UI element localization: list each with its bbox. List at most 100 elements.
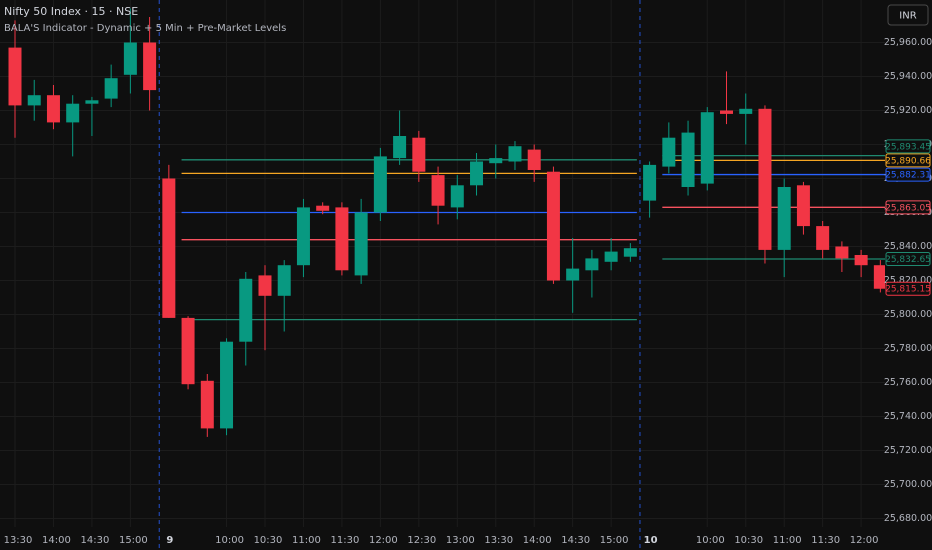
candle-body: [431, 175, 445, 206]
price-label-box: [885, 251, 931, 266]
candle-body: [508, 146, 522, 162]
x-tick-label: 10:00: [215, 535, 244, 546]
price-label: 25,893.45: [885, 142, 931, 152]
y-tick-label: 25,920.00: [884, 105, 932, 116]
price-label-box: [885, 281, 931, 296]
indicator-name: BALA'S Indicator - Dynamic + 5 Min + Pre…: [4, 23, 286, 34]
candle-body: [739, 108, 753, 114]
candle-body: [700, 112, 714, 184]
x-tick-label: 10:30: [254, 535, 283, 546]
candle-body: [27, 95, 41, 106]
candle-body: [220, 341, 234, 429]
x-tick-label: 11:00: [292, 535, 321, 546]
candle-body: [296, 207, 310, 266]
candle-body: [489, 158, 503, 164]
candle-body: [527, 149, 541, 170]
plot-area: [8, 8, 885, 437]
candle-body: [873, 265, 885, 289]
candle-body: [662, 137, 676, 167]
x-tick-label: 12:00: [850, 535, 879, 546]
candle-body: [796, 185, 810, 227]
candle-body: [566, 268, 580, 281]
price-label-box: [885, 167, 931, 182]
candle-body: [8, 47, 22, 106]
price-label: 25,863.05: [885, 203, 931, 213]
y-tick-label: 25,840.00: [884, 241, 932, 252]
candle-body: [681, 132, 695, 187]
candle-body: [277, 265, 291, 296]
candle-body: [470, 161, 484, 186]
candle-body: [816, 226, 830, 250]
candle-body: [835, 246, 849, 259]
price-label-box: [885, 139, 931, 154]
candle-body: [373, 156, 387, 213]
y-tick-label: 25,800.00: [884, 309, 932, 320]
x-tick-label: 9: [166, 535, 173, 546]
y-tick-label: 25,820.00: [884, 275, 932, 286]
y-tick-label: 25,760.00: [884, 377, 932, 388]
x-tick-label: 14:30: [81, 535, 110, 546]
candle-body: [46, 95, 60, 123]
candle-body: [200, 380, 214, 429]
price-label: 25,832.65: [885, 255, 931, 265]
y-tick-label: 25,740.00: [884, 411, 932, 422]
x-tick-label: 12:00: [369, 535, 398, 546]
axes: 25,680.00 25,700.00 25,720.00 25,740.00 25,7…: [4, 37, 932, 546]
candle-body: [643, 164, 657, 201]
y-tick-label: 25,960.00: [884, 37, 932, 48]
x-tick-label: 14:30: [561, 535, 590, 546]
candle-body: [162, 178, 176, 318]
x-tick-label: 13:30: [484, 535, 513, 546]
price-label: 25,815.15: [885, 285, 931, 295]
candle-body: [393, 136, 407, 159]
x-tick-label: 11:30: [811, 535, 840, 546]
grid: [0, 0, 885, 550]
candle-body: [854, 255, 868, 266]
candle-body: [720, 110, 734, 114]
candle-body: [143, 42, 157, 91]
candle-body: [546, 171, 560, 281]
candle-body: [585, 258, 599, 271]
x-tick-label: 12:30: [407, 535, 436, 546]
candle-body: [623, 248, 637, 257]
candle-body: [758, 108, 772, 250]
x-tick-label: 13:00: [446, 535, 475, 546]
y-tick-label: 25,720.00: [884, 445, 932, 456]
x-tick-label: 14:00: [523, 535, 552, 546]
candle-body: [239, 278, 253, 342]
currency-label[interactable]: INR: [899, 11, 916, 22]
price-label: 25,890.66: [885, 156, 931, 166]
candle-body: [777, 187, 791, 250]
price-label-box: [885, 200, 931, 215]
candle-body: [354, 212, 368, 276]
x-tick-label: 11:30: [330, 535, 359, 546]
y-tick-label: 25,700.00: [884, 479, 932, 490]
x-tick-label: 10: [644, 535, 658, 546]
candle-body: [316, 205, 330, 211]
x-tick-label: 10:00: [696, 535, 725, 546]
candle-body: [181, 317, 195, 385]
candle-body: [604, 251, 618, 262]
candle-body: [66, 103, 80, 123]
candle-body: [104, 78, 118, 99]
candle-body: [450, 185, 464, 208]
x-tick-label: 10:30: [734, 535, 763, 546]
x-tick-label: 14:00: [42, 535, 71, 546]
price-label: 25,882.31: [885, 171, 931, 181]
y-tick-label: 25,780.00: [884, 343, 932, 354]
y-tick-label: 25,680.00: [884, 513, 932, 524]
candle-body: [123, 42, 137, 75]
candle-body: [335, 207, 349, 271]
price-label-box: [885, 153, 931, 168]
candle-body: [412, 137, 426, 172]
currency-box[interactable]: [887, 4, 929, 26]
y-tick-label: 25,940.00: [884, 71, 932, 82]
x-tick-label: 13:30: [4, 535, 33, 546]
candle-body: [85, 100, 99, 104]
candle-body: [258, 275, 272, 296]
x-tick-label: 15:00: [119, 535, 148, 546]
x-tick-label: 11:00: [773, 535, 802, 546]
